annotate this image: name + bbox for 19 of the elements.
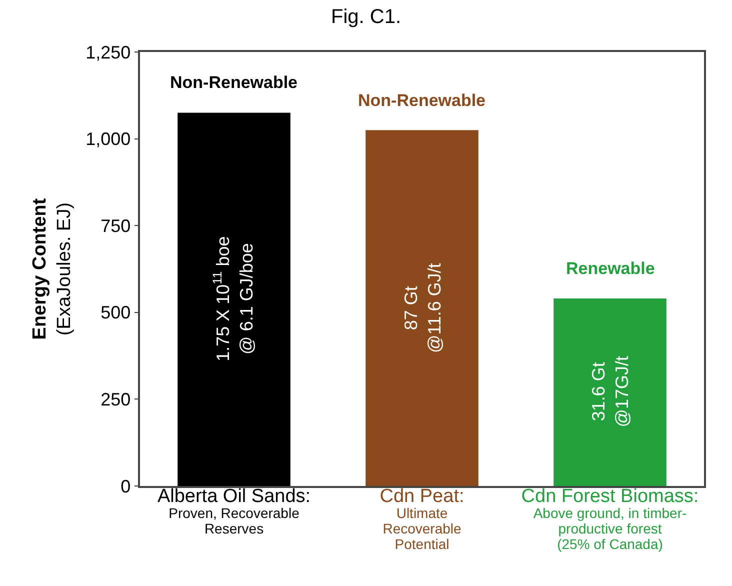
annotation: Non-Renewable [170, 73, 298, 92]
x-tick-label: Cdn Forest Biomass: Above ground, in timber- productive forest (25% of Canada) [521, 486, 699, 552]
annotation: 31.6 Gt @17GJ/t [588, 356, 632, 428]
bar [554, 298, 666, 486]
y-tick-label: 1,250 [86, 42, 131, 62]
bar [366, 130, 478, 486]
y-axis-title: Energy Content (ExaJoules. EJ) [29, 198, 75, 340]
y-tick-label: 500 [100, 302, 131, 323]
chart-title: Fig. C1. [330, 6, 402, 28]
bar [178, 112, 290, 486]
annotation: 87 Gt @11.6 GJ/t [400, 263, 444, 354]
y-tick-label: 750 [100, 216, 131, 236]
annotation: Non-Renewable [358, 91, 486, 110]
y-tick-label: 1,000 [86, 129, 131, 150]
y-tick-label: 250 [100, 390, 131, 410]
x-tick-label: Cdn Peat: Ultimate Recoverable Potential [380, 486, 464, 552]
x-tick-label: Alberta Oil Sands: Proven, Recoverable Reserves [157, 486, 311, 536]
y-tick-label: 0 [120, 476, 131, 496]
annotation: Renewable [566, 259, 655, 278]
